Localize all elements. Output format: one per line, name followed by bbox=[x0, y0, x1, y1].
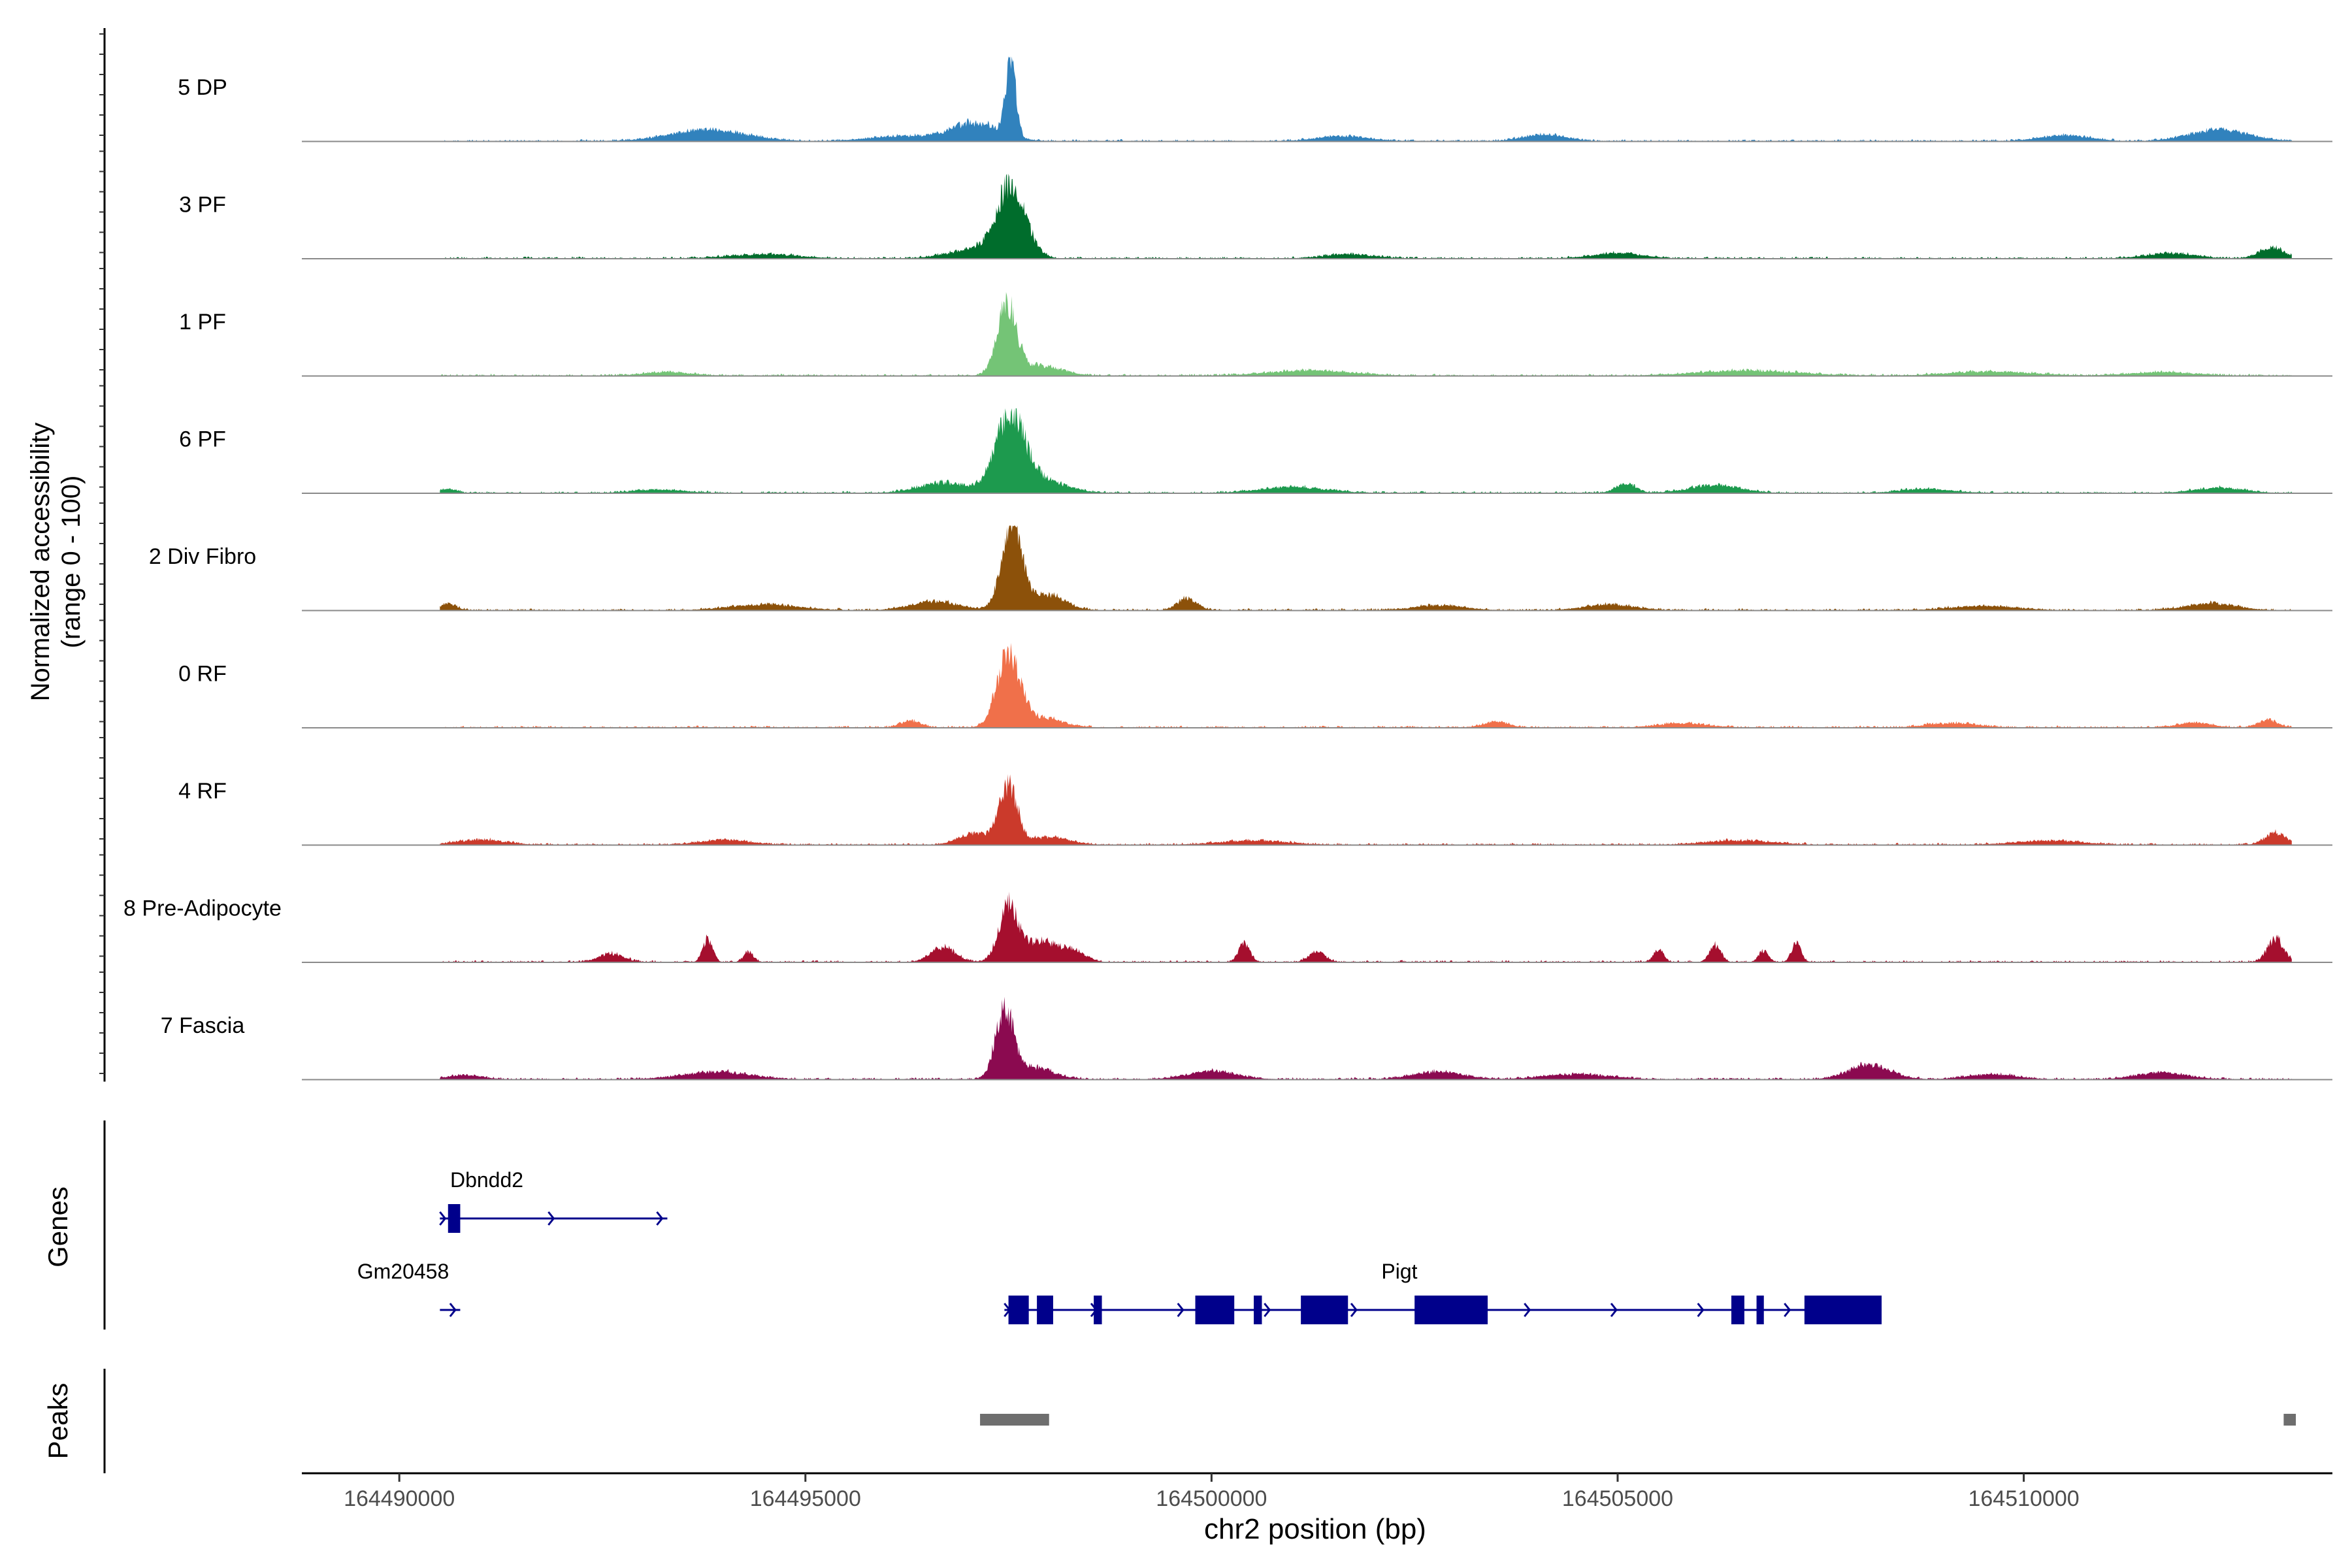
peaks-track: Peaks bbox=[42, 1369, 2296, 1473]
x-tick-label: 164500000 bbox=[1156, 1486, 1267, 1511]
strand-arrow bbox=[1784, 1303, 1791, 1317]
exon bbox=[1008, 1296, 1029, 1324]
peak-region bbox=[980, 1414, 1049, 1426]
track-8-pre-adipocyte: 8 Pre-Adipocyte bbox=[123, 891, 2332, 963]
exon bbox=[1756, 1296, 1764, 1324]
gene-label: Gm20458 bbox=[357, 1260, 449, 1283]
track-1-pf: 1 PF bbox=[179, 292, 2332, 377]
exon bbox=[1301, 1296, 1348, 1324]
strand-arrow bbox=[656, 1211, 664, 1226]
track-label: 6 PF bbox=[179, 427, 226, 452]
peaks-track-label: Peaks bbox=[42, 1383, 73, 1460]
exon bbox=[1037, 1296, 1053, 1324]
exon bbox=[448, 1204, 461, 1233]
track-3-pf: 3 PF bbox=[179, 174, 2332, 259]
strand-arrow bbox=[1610, 1303, 1618, 1317]
y-axis-label-range: (range 0 - 100) bbox=[57, 476, 86, 649]
exon bbox=[1731, 1296, 1744, 1324]
x-tick-label: 164505000 bbox=[1562, 1486, 1673, 1511]
strand-arrow bbox=[1524, 1303, 1531, 1317]
genes-track-label: Genes bbox=[42, 1186, 73, 1267]
gene-label: Pigt bbox=[1381, 1260, 1417, 1283]
y-axis bbox=[99, 28, 106, 1082]
track-6-pf: 6 PF bbox=[179, 408, 2332, 494]
exon bbox=[1094, 1296, 1102, 1324]
track-0-rf: 0 RF bbox=[178, 643, 2332, 728]
exon bbox=[1414, 1296, 1488, 1324]
gene-track: Genes Dbndd2 Gm20458 Pigt bbox=[42, 1120, 1882, 1330]
track-label: 0 RF bbox=[178, 662, 227, 687]
exon bbox=[1804, 1296, 1882, 1324]
strand-arrow bbox=[1350, 1303, 1358, 1317]
track-label: 2 Div Fibro bbox=[149, 544, 256, 569]
x-tick-label: 164495000 bbox=[750, 1486, 861, 1511]
track-7-fascia: 7 Fascia bbox=[161, 996, 2332, 1081]
track-label: 1 PF bbox=[179, 310, 226, 335]
gene-gm20458: Gm20458 bbox=[357, 1260, 461, 1317]
strand-arrow bbox=[439, 1211, 447, 1226]
gene-dbndd2: Dbndd2 bbox=[439, 1168, 668, 1233]
peak-region bbox=[2283, 1414, 2296, 1426]
track-label: 7 Fascia bbox=[161, 1013, 245, 1038]
track-label: 4 RF bbox=[178, 779, 227, 804]
x-axis-label: chr2 position (bp) bbox=[1204, 1513, 1426, 1545]
strand-arrow bbox=[547, 1211, 555, 1226]
strand-arrow bbox=[1697, 1303, 1705, 1317]
strand-arrow bbox=[1177, 1303, 1184, 1317]
track-5-dp: 5 DP bbox=[178, 56, 2332, 142]
track-2-div-fibro: 2 Div Fibro bbox=[149, 525, 2332, 612]
exon bbox=[1195, 1296, 1235, 1324]
track-4-rf: 4 RF bbox=[178, 774, 2332, 846]
x-tick-label: 164490000 bbox=[344, 1486, 455, 1511]
y-axis-label: Normalized accessibility bbox=[26, 423, 55, 702]
gene-pigt: Pigt bbox=[1004, 1260, 1882, 1324]
coverage-tracks: 5 DP 3 PF 1 PF 6 PF 2 Div Fibro 0 RF 4 RF 8 Pre… bbox=[123, 56, 2332, 1081]
x-axis: 164490000 164495000 164500000 164505000 1645… bbox=[302, 1472, 2332, 1511]
track-label: 3 PF bbox=[179, 193, 226, 218]
strand-arrow bbox=[1264, 1303, 1271, 1317]
exon bbox=[1254, 1296, 1262, 1324]
track-label: 5 DP bbox=[178, 75, 227, 100]
gene-label: Dbndd2 bbox=[450, 1168, 523, 1192]
track-label: 8 Pre-Adipocyte bbox=[123, 896, 282, 921]
strand-arrow bbox=[449, 1303, 457, 1317]
x-tick-label: 164510000 bbox=[1968, 1486, 2079, 1511]
